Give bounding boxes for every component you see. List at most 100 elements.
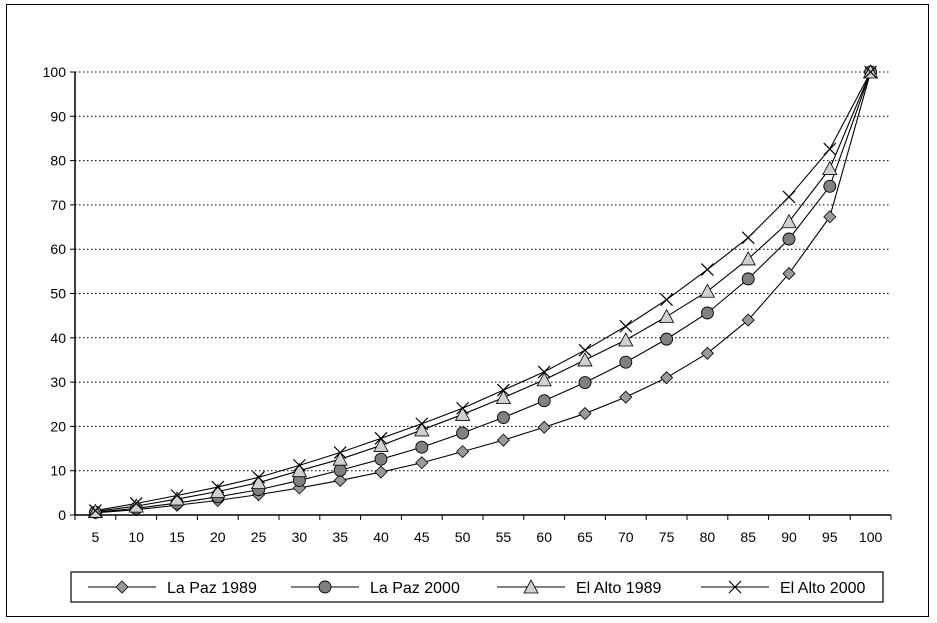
series-line-0	[95, 71, 872, 514]
legend-marker-3	[728, 580, 742, 594]
data-point-series-1	[578, 376, 592, 389]
data-point-series-0	[660, 371, 674, 385]
data-point-series-1	[537, 394, 551, 408]
legend-label: El Alto 2000	[780, 580, 866, 597]
data-point-series-2	[128, 498, 144, 513]
data-point-series-1	[700, 306, 714, 320]
x-tick-label: 25	[251, 529, 267, 545]
y-tick-label: 80	[50, 153, 66, 169]
data-point-series-1	[619, 355, 633, 369]
data-point-series-3	[741, 231, 755, 245]
y-tick-label: 20	[50, 418, 66, 434]
data-point-series-2	[822, 160, 838, 175]
data-point-series-3	[619, 319, 633, 333]
data-point-series-1	[741, 272, 755, 286]
data-point-series-2	[454, 406, 471, 421]
data-point-series-0	[578, 406, 592, 421]
data-point-series-2	[740, 251, 756, 266]
data-point-series-3	[129, 497, 143, 510]
data-point-series-0	[823, 210, 837, 224]
data-point-series-2	[332, 451, 348, 466]
data-point-series-0	[619, 390, 633, 404]
data-point-series-2	[250, 474, 267, 490]
series-line-1	[95, 71, 872, 513]
x-tick-label: 80	[700, 529, 716, 545]
x-tick-label: 40	[373, 529, 389, 545]
data-point-series-3	[700, 263, 714, 277]
legend-marker-2	[523, 579, 539, 594]
data-point-series-3	[660, 293, 674, 307]
y-tick-label: 40	[50, 330, 66, 346]
data-point-series-3	[456, 401, 470, 415]
y-tick-label: 50	[50, 286, 66, 302]
x-tick-label: 95	[822, 529, 838, 545]
data-point-series-1	[660, 332, 674, 346]
x-tick-label: 15	[169, 529, 185, 545]
data-point-series-3	[496, 383, 510, 397]
data-point-series-2	[699, 283, 716, 298]
x-tick-label: 10	[128, 529, 144, 545]
y-tick-label: 60	[50, 241, 66, 257]
data-point-series-2	[658, 308, 675, 323]
y-tick-label: 70	[50, 197, 66, 213]
legend-marker-1	[318, 580, 332, 594]
data-point-series-1	[823, 179, 837, 193]
data-point-series-3	[252, 470, 266, 484]
x-tick-label: 70	[618, 529, 634, 545]
x-tick-label: 85	[740, 529, 756, 545]
x-tick-label: 60	[536, 529, 552, 545]
x-tick-label: 20	[210, 529, 226, 545]
data-point-series-2	[414, 422, 430, 437]
data-point-series-3	[864, 65, 878, 79]
data-point-series-0	[782, 266, 796, 281]
legend-label: La Paz 2000	[370, 580, 460, 597]
y-tick-label: 10	[50, 463, 66, 479]
data-point-series-0	[415, 456, 429, 470]
data-point-series-3	[88, 504, 102, 517]
y-tick-label: 30	[50, 374, 66, 390]
data-point-series-3	[782, 190, 796, 204]
data-point-series-2	[536, 372, 552, 387]
data-point-series-1	[415, 440, 429, 454]
data-point-series-0	[741, 313, 755, 327]
x-tick-label: 75	[659, 529, 675, 545]
data-point-series-1	[496, 411, 510, 424]
legend-marker-0	[115, 580, 129, 594]
x-tick-label: 35	[332, 529, 348, 545]
data-point-series-3	[333, 446, 347, 459]
x-tick-label: 5	[92, 529, 100, 545]
data-point-series-1	[456, 426, 470, 440]
data-point-series-0	[374, 465, 388, 479]
series-line-3	[95, 71, 872, 512]
y-tick-label: 100	[43, 64, 67, 80]
x-tick-label: 100	[859, 529, 883, 545]
data-point-series-3	[292, 458, 306, 472]
data-point-series-1	[374, 452, 388, 466]
data-point-series-2	[781, 213, 797, 229]
data-point-series-2	[373, 437, 389, 452]
data-point-series-1	[333, 463, 347, 477]
data-point-series-0	[333, 473, 347, 488]
data-point-series-3	[211, 480, 225, 494]
data-point-series-0	[700, 346, 714, 360]
data-point-series-3	[374, 431, 388, 445]
x-tick-label: 45	[414, 529, 430, 545]
x-tick-label: 30	[292, 529, 308, 545]
data-point-series-3	[415, 417, 429, 431]
data-point-series-2	[495, 389, 512, 405]
legend-label: La Paz 1989	[167, 580, 257, 597]
data-point-series-2	[618, 332, 634, 347]
data-point-series-3	[823, 142, 837, 156]
y-tick-label: 0	[58, 507, 66, 523]
data-point-series-0	[456, 445, 470, 459]
data-point-series-3	[578, 343, 592, 357]
data-point-series-2	[577, 352, 593, 367]
x-tick-label: 50	[455, 529, 471, 545]
data-point-series-3	[170, 489, 184, 502]
legend-label: El Alto 1989	[576, 580, 662, 597]
y-tick-label: 90	[50, 108, 66, 124]
x-tick-label: 65	[577, 529, 593, 545]
data-point-series-2	[291, 462, 308, 478]
data-point-series-3	[537, 365, 551, 379]
